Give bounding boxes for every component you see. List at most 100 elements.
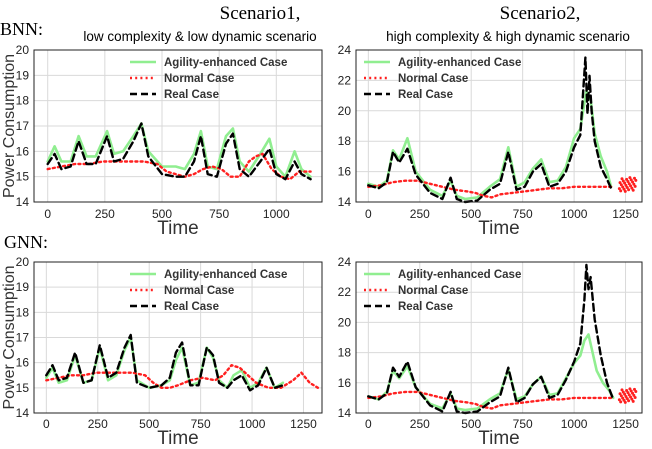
x-axis-label: Time: [478, 218, 520, 239]
scatter-point: [619, 400, 623, 404]
x-tick-label: 250: [88, 417, 108, 431]
y-tick-label: 18: [16, 305, 30, 319]
x-tick-label: 500: [139, 417, 159, 431]
scatter-point: [629, 389, 633, 393]
scatter-point: [623, 392, 627, 396]
legend-label: Real Case: [164, 89, 219, 101]
x-axis-label: Time: [157, 428, 199, 449]
scatter-point: [633, 184, 637, 188]
scatter-point: [629, 178, 633, 182]
scatter-point: [621, 390, 625, 394]
y-tick-label: 18: [16, 94, 30, 108]
y-tick-label: 24: [338, 255, 352, 269]
y-tick-label: 16: [338, 376, 352, 390]
scatter-point: [622, 187, 626, 191]
y-tick-label: 17: [16, 119, 30, 133]
scatter-point: [629, 395, 633, 399]
chart-gnn-scenario2: 0 250 500 750 1000 1250 14 16 18 20 22 24 Time Agilit…: [338, 255, 643, 449]
scatter-point: [620, 177, 624, 181]
legend-label: Agility-enhanced Case: [164, 57, 287, 69]
scatter-point: [621, 179, 625, 183]
scenario2-subtitle: high complexity & high dynamic scenario: [386, 29, 630, 44]
x-tick-label: 1250: [290, 417, 317, 431]
chart-bnn-scenario1: 0 250 500 750 1000 14 15 16 17 18 19 20 Time Power Co…: [1, 43, 323, 239]
x-tick-label: 250: [95, 207, 115, 221]
legend-label: Agility-enhanced Case: [164, 269, 287, 281]
scatter-point: [621, 396, 625, 400]
y-tick-label: 15: [16, 381, 30, 395]
scatter-point: [626, 391, 630, 395]
y-tick-label: 20: [16, 255, 30, 269]
scatter-point: [626, 180, 630, 184]
y-tick-label: 22: [338, 73, 352, 87]
scatter-point: [627, 399, 631, 403]
scatter-point: [631, 180, 635, 184]
x-tick-label: 750: [209, 207, 229, 221]
scatter-point: [634, 390, 638, 394]
legend-label: Normal Case: [164, 73, 234, 85]
legend-label: Real Case: [398, 301, 453, 313]
scatter-point: [617, 398, 621, 402]
scatter-point: [633, 396, 637, 400]
x-tick-label: 750: [191, 417, 211, 431]
x-axis-label: Time: [157, 218, 199, 239]
series-line-normal-case: [367, 390, 613, 410]
y-tick-label: 16: [16, 356, 30, 370]
y-tick-label: 24: [338, 43, 352, 57]
scatter-point: [632, 182, 636, 186]
y-tick-label: 19: [16, 280, 30, 294]
scatter-point: [617, 187, 621, 191]
y-axis-label: Power Consumption: [1, 265, 18, 409]
scenario2-title: Scenario2,: [499, 3, 581, 24]
x-tick-label: 500: [461, 207, 481, 221]
scatter-point: [623, 181, 627, 185]
y-tick-label: 20: [338, 315, 352, 329]
plot-frame: [355, 49, 643, 203]
y-tick-label: 19: [16, 68, 30, 82]
y-tick-label: 14: [16, 195, 30, 209]
series-line-real-case: [46, 122, 312, 181]
legend: Agility-enhanced Case Normal Case Real Cas…: [364, 269, 521, 313]
scenario1-title: Scenario1,: [219, 3, 301, 24]
legend-label: Agility-enhanced Case: [398, 57, 521, 69]
x-tick-label: 1000: [561, 207, 588, 221]
y-tick-label: 20: [16, 43, 30, 57]
scatter-point: [628, 176, 632, 180]
x-tick-label: 0: [365, 417, 372, 431]
scatter-point: [633, 176, 637, 180]
scatter-point: [621, 185, 625, 189]
x-tick-label: 0: [44, 207, 51, 221]
scatter-cluster: [617, 387, 638, 404]
x-tick-label: 750: [513, 417, 533, 431]
x-tick-label: 1250: [612, 207, 639, 221]
scatter-point: [622, 398, 626, 402]
scatter-point: [633, 387, 637, 391]
legend-label: Normal Case: [164, 285, 234, 297]
x-tick-label: 250: [410, 207, 430, 221]
scatter-point: [625, 388, 629, 392]
scatter-point: [631, 391, 635, 395]
scatter-point: [632, 393, 636, 397]
x-tick-label: 500: [152, 207, 172, 221]
scatter-point: [619, 183, 623, 187]
x-tick-label: 0: [365, 207, 372, 221]
scatter-point: [627, 182, 631, 186]
scatter-point: [625, 397, 629, 401]
chart-gnn-scenario1: 0 250 500 750 1000 1250 14 15 16 17 18 19 20 Time Powe…: [1, 255, 323, 449]
y-tick-label: 16: [16, 144, 30, 158]
scatter-point: [627, 188, 631, 192]
legend: Agility-enhanced Case Normal Case Real Cas…: [130, 57, 287, 101]
scenario1-subtitle: low complexity & low dynamic scenario: [83, 29, 317, 44]
scatter-point: [618, 181, 622, 185]
plot-area: [356, 262, 642, 413]
scatter-point: [624, 183, 628, 187]
y-tick-label: 18: [338, 346, 352, 360]
x-tick-label: 500: [461, 417, 481, 431]
legend-label: Real Case: [164, 301, 219, 313]
y-tick-label: 17: [16, 331, 30, 345]
scatter-point: [625, 186, 629, 190]
scatter-point: [623, 400, 627, 404]
plot-frame: [33, 49, 323, 203]
x-tick-label: 0: [43, 417, 50, 431]
scatter-point: [634, 178, 638, 182]
